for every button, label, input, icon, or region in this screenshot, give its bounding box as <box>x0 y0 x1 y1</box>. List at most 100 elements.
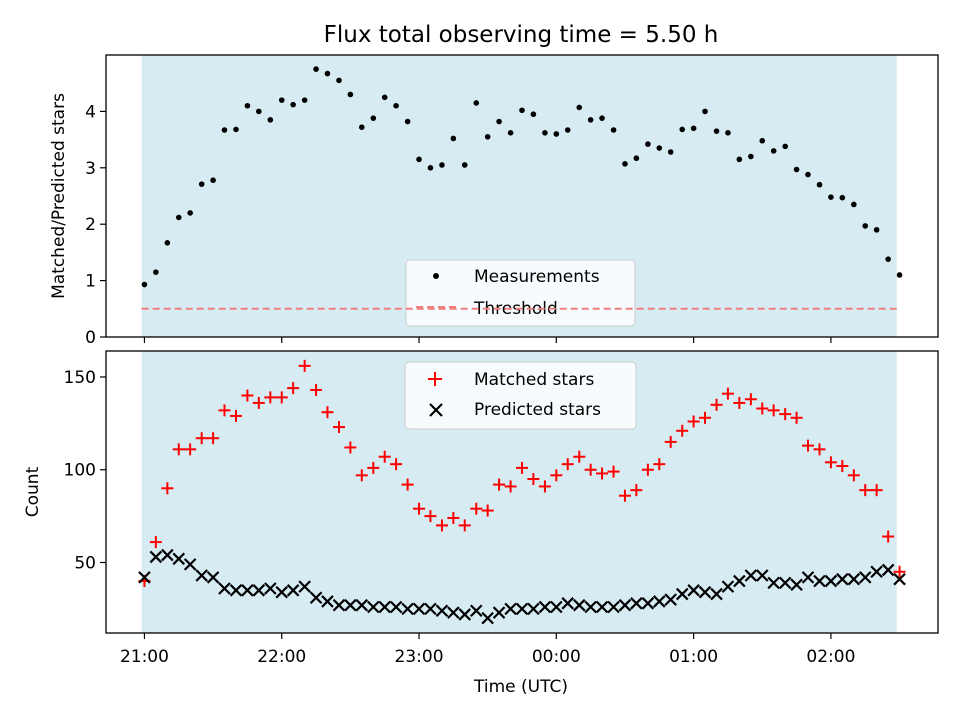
predicted-stars-point <box>744 569 758 582</box>
predicted-stars-point <box>824 574 838 588</box>
measurement-point <box>164 240 171 246</box>
predicted-stars-point <box>309 591 323 605</box>
matched-stars-point <box>390 458 403 471</box>
matched-stars-point <box>481 504 494 517</box>
matched-stars-point <box>161 482 174 495</box>
measurement-point <box>828 194 834 200</box>
measurement-point <box>244 102 251 109</box>
matched-stars-point <box>756 402 769 415</box>
predicted-stars-point <box>538 600 552 614</box>
measurement-point <box>725 130 731 136</box>
predicted-stars-point <box>881 563 895 577</box>
matched-stars-point <box>195 432 208 445</box>
predicted-legend-label: Predicted stars <box>474 400 601 420</box>
predicted-stars-point <box>698 585 712 599</box>
predicted-stars-point <box>847 572 861 586</box>
matched-stars-point <box>230 409 243 422</box>
measurement-point <box>473 100 480 106</box>
predicted-stars-point <box>687 584 700 597</box>
matched-stars-point <box>287 382 300 395</box>
ratio-legend: Measurements Threshold <box>405 259 636 327</box>
matched-stars-point <box>710 398 723 411</box>
predicted-stars-point <box>138 571 151 584</box>
measurement-point <box>153 269 159 275</box>
predicted-stars-point <box>733 574 746 588</box>
measurements-legend-marker <box>433 273 439 279</box>
measurement-point <box>358 124 365 130</box>
predicted-stars-point <box>401 602 414 616</box>
matched-stars-point <box>424 510 437 523</box>
measurement-point <box>748 153 754 160</box>
measurement-point <box>862 223 869 229</box>
measurement-point <box>198 181 205 187</box>
matched-stars-point <box>435 519 448 532</box>
ratio-y-tick-label: 4 <box>85 102 96 122</box>
matched-stars-point <box>310 383 323 396</box>
matched-stars-point <box>207 432 220 445</box>
predicted-stars-point <box>595 600 609 614</box>
predicted-stars-point <box>332 598 346 612</box>
matched-stars-point <box>630 484 643 497</box>
predicted-stars-point <box>801 571 815 584</box>
measurement-point <box>496 118 502 125</box>
measurement-point <box>336 77 342 84</box>
measurement-point <box>210 177 216 184</box>
measurement-point <box>839 194 846 201</box>
measurement-point <box>610 127 617 133</box>
matched-stars-point <box>584 463 597 476</box>
measurement-point <box>816 181 823 188</box>
count-y-tick-label: 50 <box>74 554 96 574</box>
matched-stars-point <box>218 404 231 417</box>
predicted-stars-point <box>424 602 437 616</box>
x-tick-label: 23:00 <box>395 647 444 667</box>
measurement-point <box>679 126 686 133</box>
matched-stars-point <box>699 411 712 424</box>
matched-stars-point <box>413 502 426 515</box>
count-legend: Matched stars Predicted stars <box>404 361 637 430</box>
predicted-stars-point <box>527 602 540 616</box>
measurement-point <box>233 126 239 133</box>
measurement-point <box>873 227 880 233</box>
measurement-point <box>427 165 434 171</box>
ratio-y-tick-label: 3 <box>85 159 96 179</box>
matched-legend-marker <box>428 372 442 386</box>
matched-stars-point <box>516 461 528 474</box>
predicted-stars-point <box>504 602 517 616</box>
x-axis-label: Time (UTC) <box>473 677 568 697</box>
predicted-stars-point <box>561 597 574 610</box>
ratio-y-tick-label: 0 <box>85 328 96 348</box>
matched-stars-point <box>149 536 162 549</box>
matched-stars-point <box>355 469 368 482</box>
measurement-point <box>221 127 228 133</box>
matched-stars-point <box>321 406 334 419</box>
matched-stars-point <box>653 458 666 471</box>
measurement-point <box>256 108 262 115</box>
measurement-point <box>885 256 891 262</box>
measurement-point <box>267 117 274 123</box>
predicted-stars-point <box>161 548 174 562</box>
predicted-stars-point <box>470 604 483 618</box>
predicted-legend-marker <box>429 403 443 417</box>
chart-title: Flux total observing time = 5.50 h <box>324 22 719 48</box>
predicted-stars-point <box>778 576 792 590</box>
predicted-stars-point <box>321 595 334 608</box>
predicted-stars-point <box>630 597 643 610</box>
predicted-stars-point <box>172 552 186 566</box>
matched-stars-point <box>378 450 391 463</box>
measurement-point <box>793 166 800 173</box>
measurement-point <box>770 148 777 154</box>
matched-stars-point <box>870 484 883 497</box>
predicted-stars-point <box>858 571 872 584</box>
measurement-point <box>393 102 399 109</box>
predicted-stars-point <box>149 550 163 564</box>
count-y-tick-label: 100 <box>64 461 96 481</box>
predicted-stars-point <box>641 597 655 610</box>
ratio-axes-frame <box>105 54 939 338</box>
matched-stars-point <box>264 391 277 404</box>
measurement-point <box>622 161 628 167</box>
measurement-point <box>484 133 491 140</box>
matched-stars-point <box>618 489 631 502</box>
ratio-y-axis-label: Matched/Predicted stars <box>49 93 69 299</box>
matched-stars-point <box>561 458 574 471</box>
